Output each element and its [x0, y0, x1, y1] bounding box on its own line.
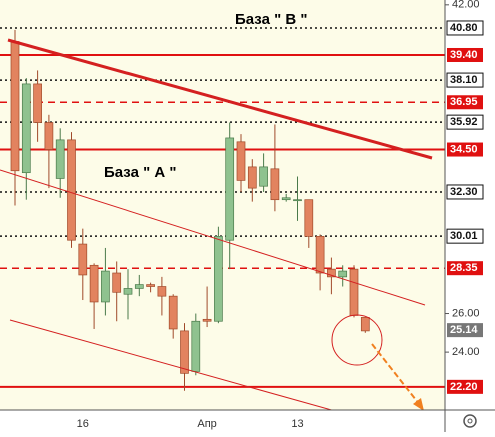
level-label-box — [446, 114, 484, 130]
plot — [0, 27, 445, 391]
level-label-box — [447, 379, 483, 394]
x-tick-label: Апр — [197, 418, 216, 430]
candle-body — [67, 139, 76, 241]
annotation: База " В " — [235, 11, 307, 28]
level-label-box — [446, 184, 484, 200]
annotation: База " А " — [104, 164, 176, 181]
axes: 40.80 39.40 38.10 36.95 35.92 34.50 32.30 30.01… — [77, 0, 484, 430]
candle-body — [360, 317, 370, 332]
candle-body — [146, 284, 155, 287]
time-axis — [0, 410, 445, 432]
level-label: 40.80 — [450, 22, 478, 34]
level-label: 32.30 — [450, 186, 478, 198]
candle-body — [349, 268, 359, 316]
candle-body — [21, 83, 31, 174]
level-label: 38.10 — [450, 74, 478, 86]
level-label-box — [446, 72, 484, 88]
level-label-box — [446, 228, 484, 244]
level-label-box — [447, 47, 483, 62]
candle-body — [293, 199, 302, 202]
forecast-arrow — [371, 343, 421, 406]
candle-body — [180, 330, 189, 374]
settings-icon[interactable] — [463, 414, 477, 428]
candle-body — [44, 122, 54, 150]
y-tick-label: 42.00 — [452, 0, 480, 11]
candle-body — [304, 199, 314, 237]
candle-body — [78, 243, 88, 276]
candle-body — [10, 41, 20, 172]
trend-line — [7, 38, 433, 160]
highlight-circle — [331, 314, 383, 366]
candle-body — [338, 270, 348, 278]
candle-body — [101, 270, 110, 303]
candle-body — [236, 141, 246, 181]
candle-body — [123, 288, 133, 295]
candle-body — [327, 268, 336, 278]
candle-body — [281, 197, 291, 201]
candle-body — [134, 284, 144, 289]
level-label: 35.92 — [450, 116, 478, 128]
x-tick-label: 13 — [291, 418, 303, 430]
level-label-box — [447, 95, 483, 110]
candle-body — [270, 168, 280, 201]
candle-body — [157, 286, 167, 297]
y-tick-label: 24.00 — [452, 346, 480, 358]
candle-body — [89, 264, 99, 303]
last-price-label: 25.14 — [450, 324, 478, 336]
level-label-box — [447, 261, 483, 276]
level-label: 28.35 — [450, 262, 478, 274]
candle-body — [33, 83, 42, 123]
level-label-box — [447, 142, 483, 157]
candle-body — [112, 272, 122, 293]
price-axis — [445, 0, 495, 432]
candle-body — [202, 318, 212, 322]
level-label: 34.50 — [450, 143, 478, 155]
candle-body — [214, 236, 223, 322]
candle-body — [247, 166, 257, 189]
candle-body — [259, 166, 268, 187]
channel-line — [0, 169, 426, 306]
candle-body — [55, 139, 65, 179]
y-tick-label: 26.00 — [452, 307, 480, 319]
level-label-box — [446, 20, 484, 36]
level-label: 30.01 — [450, 230, 478, 242]
level-label: 39.40 — [450, 49, 478, 61]
level-label: 22.20 — [450, 381, 478, 393]
candle-body — [168, 295, 178, 330]
arrow-head — [413, 398, 424, 411]
candle-body — [315, 236, 325, 274]
candle-body — [225, 137, 235, 241]
plot-background — [0, 0, 445, 410]
level-label: 36.95 — [450, 96, 478, 108]
candle-body — [191, 320, 201, 372]
last-price-box — [447, 323, 483, 338]
x-tick-label: 16 — [77, 418, 89, 430]
